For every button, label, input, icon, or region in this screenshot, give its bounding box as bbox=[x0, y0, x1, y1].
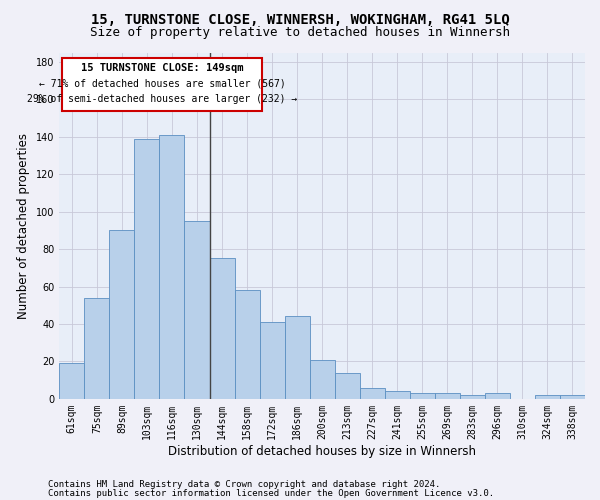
Bar bbox=[560, 395, 585, 399]
Bar bbox=[160, 135, 184, 399]
Text: Size of property relative to detached houses in Winnersh: Size of property relative to detached ho… bbox=[90, 26, 510, 39]
Bar bbox=[385, 392, 410, 399]
Bar bbox=[235, 290, 260, 399]
Text: Contains public sector information licensed under the Open Government Licence v3: Contains public sector information licen… bbox=[48, 488, 494, 498]
Text: ← 71% of detached houses are smaller (567): ← 71% of detached houses are smaller (56… bbox=[38, 78, 286, 88]
Bar bbox=[335, 372, 360, 399]
FancyBboxPatch shape bbox=[62, 58, 262, 110]
Bar bbox=[360, 388, 385, 399]
Bar bbox=[209, 258, 235, 399]
Bar bbox=[109, 230, 134, 399]
Bar bbox=[310, 360, 335, 399]
Bar bbox=[184, 221, 209, 399]
Bar bbox=[485, 393, 510, 399]
Bar bbox=[284, 316, 310, 399]
Text: 29% of semi-detached houses are larger (232) →: 29% of semi-detached houses are larger (… bbox=[27, 94, 297, 104]
Text: 15, TURNSTONE CLOSE, WINNERSH, WOKINGHAM, RG41 5LQ: 15, TURNSTONE CLOSE, WINNERSH, WOKINGHAM… bbox=[91, 12, 509, 26]
Text: 15 TURNSTONE CLOSE: 149sqm: 15 TURNSTONE CLOSE: 149sqm bbox=[81, 64, 243, 74]
Bar bbox=[85, 298, 109, 399]
Bar bbox=[260, 322, 284, 399]
Bar bbox=[410, 393, 435, 399]
Bar bbox=[59, 364, 85, 399]
Text: Contains HM Land Registry data © Crown copyright and database right 2024.: Contains HM Land Registry data © Crown c… bbox=[48, 480, 440, 489]
X-axis label: Distribution of detached houses by size in Winnersh: Distribution of detached houses by size … bbox=[168, 444, 476, 458]
Bar bbox=[134, 138, 160, 399]
Bar bbox=[435, 393, 460, 399]
Bar bbox=[535, 395, 560, 399]
Y-axis label: Number of detached properties: Number of detached properties bbox=[17, 132, 31, 318]
Bar bbox=[460, 395, 485, 399]
